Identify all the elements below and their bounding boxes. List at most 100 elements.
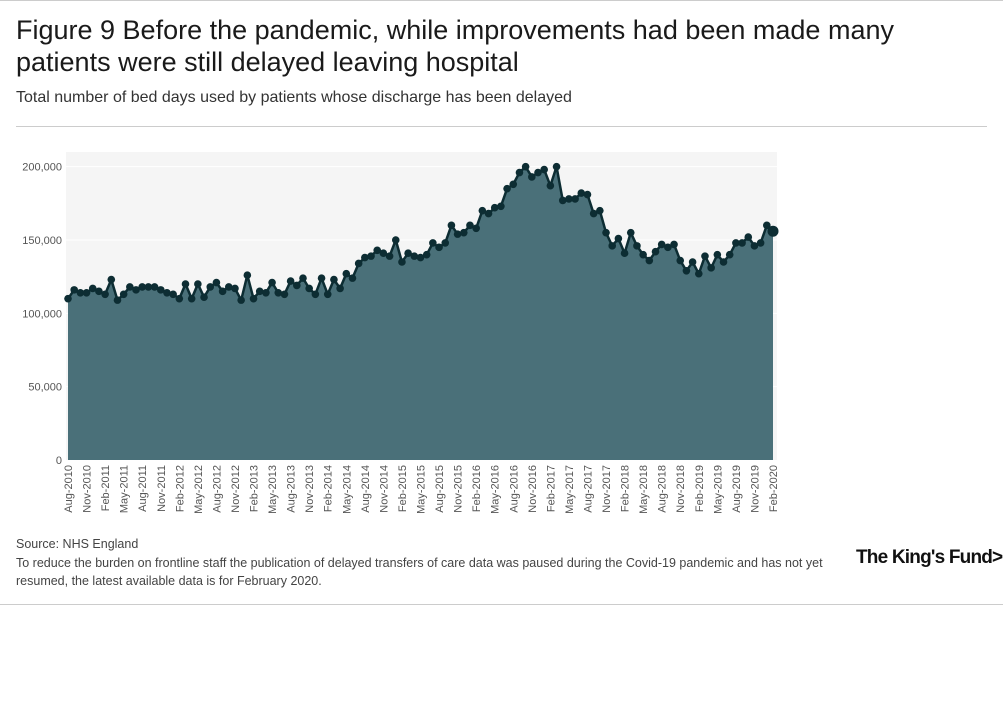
data-point	[459, 228, 468, 237]
x-tick-label: Aug-2010	[63, 465, 75, 513]
data-point	[107, 275, 116, 284]
data-point	[280, 290, 289, 299]
data-point	[694, 269, 703, 278]
x-tick-label: Aug-2013	[286, 465, 298, 513]
data-point	[453, 230, 462, 238]
data-point	[156, 286, 165, 294]
data-point	[88, 284, 97, 293]
data-point	[194, 280, 202, 288]
area-chart: 0 50,000 100,000 150,000 200,000 Aug-2010 Nov…	[22, 152, 780, 514]
y-tick-label: 200,000	[22, 162, 62, 174]
chart-subtitle: Total number of bed days used by patient…	[16, 89, 572, 106]
data-point	[429, 239, 437, 247]
data-point	[286, 277, 295, 285]
x-tick-label: Nov-2018	[675, 465, 687, 513]
data-point	[255, 287, 264, 296]
data-point	[767, 225, 779, 237]
data-point	[187, 294, 196, 303]
data-point	[651, 247, 660, 256]
data-point	[441, 239, 450, 247]
data-point	[478, 206, 487, 215]
x-tick-label: Nov-2015	[453, 465, 465, 513]
data-point	[577, 189, 586, 197]
data-point	[330, 275, 338, 284]
data-point	[249, 294, 258, 303]
x-tick-label: May-2012	[193, 465, 205, 514]
data-point	[113, 296, 122, 304]
data-point	[466, 221, 474, 230]
data-point	[497, 202, 505, 211]
data-point	[540, 165, 548, 174]
data-point	[336, 284, 344, 293]
x-tick-label: Aug-2017	[582, 465, 594, 513]
data-point	[664, 243, 672, 252]
data-point	[175, 294, 184, 303]
x-tick-label: Nov-2019	[749, 465, 761, 513]
data-point	[620, 249, 629, 257]
x-tick-label: May-2017	[564, 465, 576, 514]
top-divider	[0, 0, 1003, 1]
x-tick-label: May-2016	[490, 465, 502, 514]
data-point	[410, 252, 419, 260]
data-point	[367, 252, 375, 260]
data-point	[64, 294, 72, 303]
y-tick-label: 0	[56, 455, 62, 467]
data-point	[144, 283, 153, 291]
x-tick-label: Aug-2016	[508, 465, 520, 513]
data-point	[732, 239, 740, 247]
data-point	[521, 162, 530, 171]
data-point	[132, 286, 140, 294]
chart-title: Figure 9 Before the pandemic, while impr…	[16, 15, 894, 77]
x-tick-label: Feb-2013	[249, 465, 261, 512]
data-point	[243, 271, 252, 279]
data-point	[163, 289, 171, 297]
x-tick-label: Nov-2010	[82, 465, 94, 513]
data-point	[503, 184, 511, 193]
data-point	[200, 293, 208, 301]
kings-fund-logo[interactable]: The King's Fund>	[856, 547, 1003, 568]
data-point	[354, 259, 363, 268]
data-point	[688, 258, 697, 266]
data-point	[237, 296, 245, 304]
x-tick-label: Aug-2018	[657, 465, 669, 513]
data-point	[391, 236, 400, 244]
x-tick-label: Aug-2019	[731, 465, 743, 513]
data-point	[676, 256, 685, 265]
data-point	[181, 280, 190, 288]
x-tick-label: Aug-2015	[434, 465, 446, 513]
x-tick-label: May-2018	[638, 465, 650, 514]
x-tick-label: Feb-2011	[100, 465, 112, 511]
x-tick-label: Feb-2012	[174, 465, 186, 512]
data-point	[299, 274, 307, 282]
data-point	[274, 289, 283, 297]
data-point	[101, 290, 109, 299]
data-point	[614, 234, 623, 243]
data-point	[756, 239, 765, 247]
data-point	[552, 162, 561, 171]
data-point	[639, 250, 647, 259]
y-tick-label: 50,000	[28, 382, 62, 394]
data-point	[231, 284, 239, 293]
x-tick-label: Nov-2017	[601, 465, 613, 513]
data-point	[472, 224, 480, 233]
data-point	[138, 283, 147, 291]
data-point	[608, 242, 617, 250]
x-tick-label: May-2014	[341, 465, 353, 514]
data-point	[571, 195, 579, 203]
x-tick-label: Nov-2011	[156, 465, 168, 512]
data-point	[323, 290, 332, 299]
data-point	[657, 240, 666, 249]
x-tick-label: Nov-2014	[378, 465, 390, 513]
data-point	[626, 228, 635, 237]
data-point	[589, 209, 598, 218]
data-point	[385, 252, 394, 260]
data-point	[218, 287, 227, 296]
data-point	[361, 253, 369, 262]
data-point	[119, 290, 128, 299]
data-point	[342, 269, 351, 278]
x-tick-label: Feb-2018	[620, 465, 632, 512]
data-point	[633, 242, 641, 250]
data-point	[528, 173, 536, 181]
data-point	[701, 252, 709, 260]
data-point	[670, 240, 678, 249]
